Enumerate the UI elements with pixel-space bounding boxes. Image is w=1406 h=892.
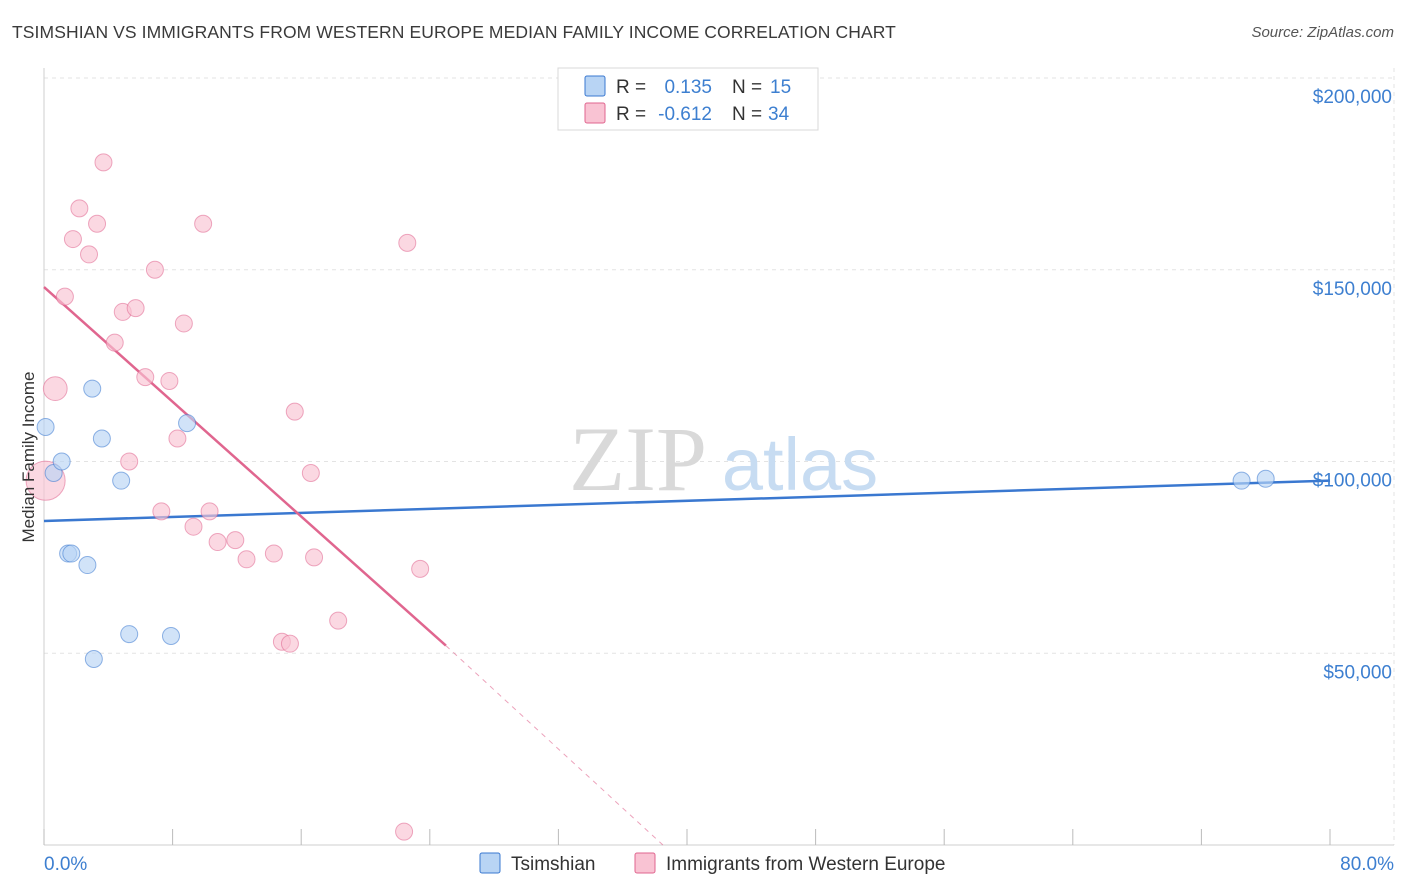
point-tsimshian (83, 379, 102, 398)
point-immigrants (136, 368, 155, 387)
y-tick-label: $150,000 (1313, 279, 1392, 300)
trendline-tsimshian (43, 479, 1331, 523)
legend-label-tsimshian: Tsimshian (511, 854, 595, 875)
point-immigrants (194, 214, 213, 233)
bottom-legend: Tsimshian Immigrants from Western Europe (479, 852, 945, 875)
point-tsimshian (36, 417, 55, 436)
point-immigrants (305, 548, 324, 567)
point-immigrants (70, 199, 89, 218)
legend-swatch-immigrants (584, 102, 606, 124)
point-immigrants (237, 550, 256, 569)
stat-n-label-1: N = (732, 77, 762, 98)
point-immigrants (105, 333, 124, 352)
point-tsimshian (178, 414, 197, 433)
legend-swatch-tsimshian (584, 75, 606, 97)
point-immigrants (152, 502, 171, 521)
point-tsimshian (62, 544, 81, 563)
x-tick-label-max: 80.0% (1340, 854, 1394, 875)
watermark-zip: ZIP (569, 408, 707, 510)
chart-title: TSIMSHIAN VS IMMIGRANTS FROM WESTERN EUR… (12, 22, 896, 42)
data-points (25, 153, 1275, 841)
trendlines (43, 286, 1331, 846)
stat-n-value-2: 34 (768, 104, 790, 125)
legend-swatch-bottom-tsimshian (479, 852, 501, 874)
point-immigrants (280, 634, 299, 653)
point-immigrants (411, 559, 430, 578)
point-immigrants (88, 214, 107, 233)
point-immigrants (55, 287, 74, 306)
point-immigrants (208, 533, 227, 552)
y-axis-title: Median Family Income (19, 371, 38, 542)
point-tsimshian (92, 429, 111, 448)
stat-r-value-1: 0.135 (664, 77, 712, 98)
point-immigrants (285, 402, 304, 421)
point-immigrants (398, 233, 417, 252)
trendline-immigrants-extension (445, 645, 664, 846)
trendline-immigrants (43, 286, 447, 647)
point-immigrants (160, 371, 179, 390)
y-tick-labels: $50,000 $100,000 $150,000 $200,000 (1313, 87, 1392, 683)
grid-lines (44, 68, 1395, 845)
point-tsimshian (112, 471, 131, 490)
source-label: Source: ZipAtlas.com (1251, 24, 1394, 41)
legend-swatch-bottom-immigrants (634, 852, 656, 874)
point-tsimshian (84, 650, 103, 669)
y-tick-label: $200,000 (1313, 87, 1392, 108)
stat-r-label-1: R = (616, 77, 646, 98)
point-tsimshian (120, 625, 139, 644)
point-immigrants (395, 822, 414, 841)
stats-legend: R = 0.135 N = 15 R = -0.612 N = 34 (557, 67, 819, 131)
point-immigrants (80, 245, 99, 264)
x-tick-label-min: 0.0% (44, 854, 87, 875)
point-immigrants (145, 260, 164, 279)
watermark-atlas: atlas (722, 423, 878, 506)
axes (43, 68, 1394, 846)
point-immigrants (329, 611, 348, 630)
point-immigrants (264, 544, 283, 563)
y-tick-label: $50,000 (1323, 662, 1392, 683)
stat-n-value-1: 15 (770, 77, 791, 98)
point-immigrants (42, 376, 68, 402)
stat-r-value-2: -0.612 (658, 104, 712, 125)
stat-r-label-2: R = (616, 104, 646, 125)
watermark: ZIP atlas (569, 408, 878, 510)
point-tsimshian (1256, 469, 1275, 488)
point-tsimshian (1232, 471, 1251, 490)
stat-n-label-2: N = (732, 104, 762, 125)
point-immigrants (120, 452, 139, 471)
point-immigrants (200, 502, 219, 521)
point-immigrants (301, 464, 320, 483)
point-immigrants (94, 153, 113, 172)
y-tick-label: $100,000 (1313, 471, 1392, 492)
point-immigrants (184, 517, 203, 536)
point-tsimshian (161, 626, 180, 645)
point-immigrants (126, 299, 145, 318)
point-tsimshian (52, 452, 71, 471)
point-tsimshian (78, 556, 97, 575)
point-immigrants (63, 230, 82, 249)
point-immigrants (168, 429, 187, 448)
legend-label-immigrants: Immigrants from Western Europe (666, 854, 945, 875)
point-immigrants (226, 531, 245, 550)
point-immigrants (174, 314, 193, 333)
